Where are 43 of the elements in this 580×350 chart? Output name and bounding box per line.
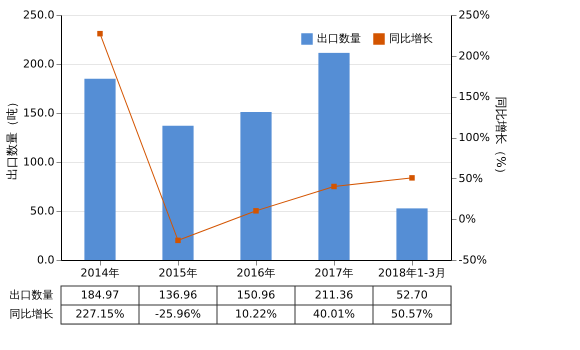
y2-axis-title: 同比增长（%） — [494, 96, 508, 180]
bar — [318, 52, 350, 260]
y-tick-label: 0.0 — [37, 254, 54, 266]
data-label: 50.57% — [391, 308, 433, 320]
y2-tick-label: 150% — [458, 90, 490, 104]
y2-tick-label: -50% — [458, 254, 487, 266]
y-tick-label: 250.0 — [23, 8, 54, 22]
bar — [84, 78, 116, 260]
y-tick-label: 200.0 — [23, 58, 54, 70]
legend-label: 同比增长 — [389, 32, 433, 45]
y2-tick-label: 50% — [458, 172, 483, 185]
x-tick-label: 2018年1-3月 — [378, 266, 446, 280]
point — [175, 238, 181, 244]
y-tick-label: 100.0 — [23, 156, 54, 168]
data-label: 136.96 — [158, 288, 198, 302]
point — [409, 175, 415, 181]
x-tick-label: 2016年 — [236, 266, 276, 280]
y2-tick-label: 250% — [458, 8, 490, 22]
y-axis-title: 出口数量（吨） — [5, 96, 20, 180]
point — [97, 30, 103, 36]
y-tick-label: 150.0 — [23, 106, 54, 120]
data-label: 227.15% — [76, 308, 124, 320]
y-tick-label: 50.0 — [30, 204, 54, 218]
text: 出口数量 — [10, 288, 54, 302]
data-label: 10.22% — [235, 308, 277, 320]
bar — [396, 208, 428, 260]
y2-tick-label: 100% — [458, 131, 490, 144]
x-tick-label: 2015年 — [158, 266, 198, 280]
legend-label: 出口数量 — [317, 32, 361, 45]
y2-tick-label: 0% — [458, 212, 476, 226]
data-label: 211.36 — [314, 288, 354, 302]
x-tick-label: 2014年 — [80, 266, 120, 280]
bar — [162, 126, 194, 260]
point — [253, 208, 259, 214]
bar — [240, 112, 272, 260]
data-label: -25.96% — [155, 308, 201, 320]
text: 同比增长 — [10, 308, 54, 320]
data-label: 40.01% — [313, 308, 355, 320]
data-label: 150.96 — [236, 288, 276, 302]
y2-tick-label: 200% — [458, 49, 490, 62]
data-label: 52.70 — [396, 288, 428, 302]
data-label: 184.97 — [80, 288, 120, 302]
x-tick-label: 2017年 — [314, 266, 354, 280]
